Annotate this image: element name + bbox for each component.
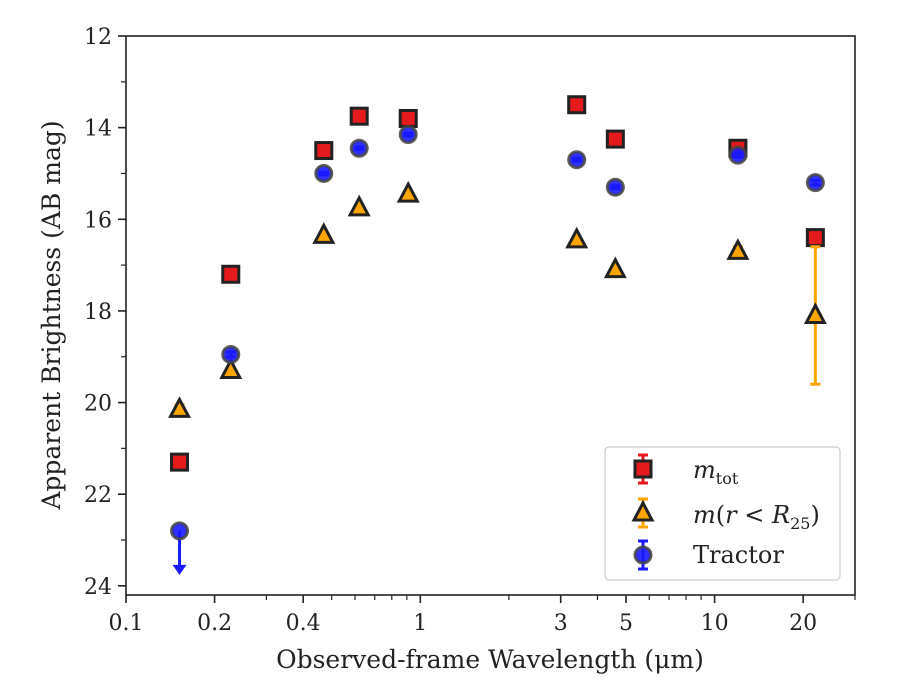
x-tick-label: 3 — [554, 611, 568, 636]
data-point-tractor — [805, 173, 825, 193]
data-point-tractor — [567, 150, 587, 170]
axes: 0.1 0.2 0.4 1 3 5 10 20 12 14 16 18 20 22 24 — [84, 25, 856, 636]
y-tick-label: 16 — [84, 208, 112, 233]
legend-marker-tractor — [633, 545, 653, 565]
y-tick-label: 22 — [84, 483, 112, 508]
data-point-m_r25 — [803, 302, 827, 324]
data-point-m_r25 — [347, 194, 371, 217]
x-tick-label: 1 — [413, 611, 427, 636]
legend-label-m-r25: m(r < R25) — [693, 501, 820, 533]
data-point-tractor — [349, 138, 369, 158]
data-point-tractor — [221, 344, 241, 364]
legend-label-tractor: Tractor — [693, 541, 784, 569]
data-point-m_r25 — [726, 238, 750, 260]
data-point-m_r25 — [219, 357, 243, 379]
data-point-tractor — [398, 125, 418, 145]
y-tick-label: 20 — [84, 392, 112, 417]
data-point-m_tot — [221, 264, 241, 284]
upper-limit-arrow-head — [172, 564, 187, 575]
data-point-m_tot — [170, 452, 190, 472]
plot-area — [168, 95, 827, 575]
data-point-m_tot — [314, 141, 334, 161]
x-tick-label: 10 — [701, 611, 729, 636]
data-point-m_tot — [567, 95, 587, 115]
data-point-tractor — [314, 163, 334, 183]
data-point-tractor — [605, 177, 625, 197]
y-tick-label: 24 — [84, 575, 112, 600]
x-tick-label: 0.1 — [109, 611, 144, 636]
x-tick-label: 0.4 — [286, 611, 321, 636]
x-tick-label: 20 — [789, 611, 817, 636]
legend: mtot m(r < R25) Tractor — [604, 446, 841, 581]
x-tick-label: 0.2 — [197, 611, 232, 636]
series-m_tot — [170, 95, 825, 472]
legend-box — [604, 446, 841, 581]
data-point-tractor — [728, 145, 748, 165]
x-axis-label: Observed-frame Wavelength (μm) — [276, 645, 704, 674]
legend-label-m-tot: mtot — [693, 456, 739, 488]
series-tractor — [170, 125, 825, 575]
data-point-m_r25 — [603, 256, 627, 279]
x-tick-label: 5 — [619, 611, 633, 636]
y-tick-label: 18 — [84, 300, 112, 325]
data-point-m_r25 — [396, 180, 420, 203]
y-axis-label: Apparent Brightness (AB mag) — [37, 120, 66, 510]
data-point-m_r25 — [168, 396, 192, 418]
data-point-tractor — [170, 521, 190, 541]
legend-marker-m_r25 — [631, 499, 655, 522]
legend-marker-m_tot — [633, 459, 653, 479]
y-tick-label: 12 — [84, 25, 112, 50]
data-point-m_tot — [605, 129, 625, 149]
y-tick-label: 14 — [84, 117, 112, 142]
data-point-m_tot — [805, 228, 825, 248]
data-point-m_tot — [398, 108, 418, 128]
series-m_r25 — [168, 180, 827, 418]
data-point-m_r25 — [565, 226, 589, 249]
data-point-m_r25 — [312, 222, 336, 244]
data-point-m_tot — [349, 106, 369, 126]
plot-frame — [125, 35, 856, 596]
